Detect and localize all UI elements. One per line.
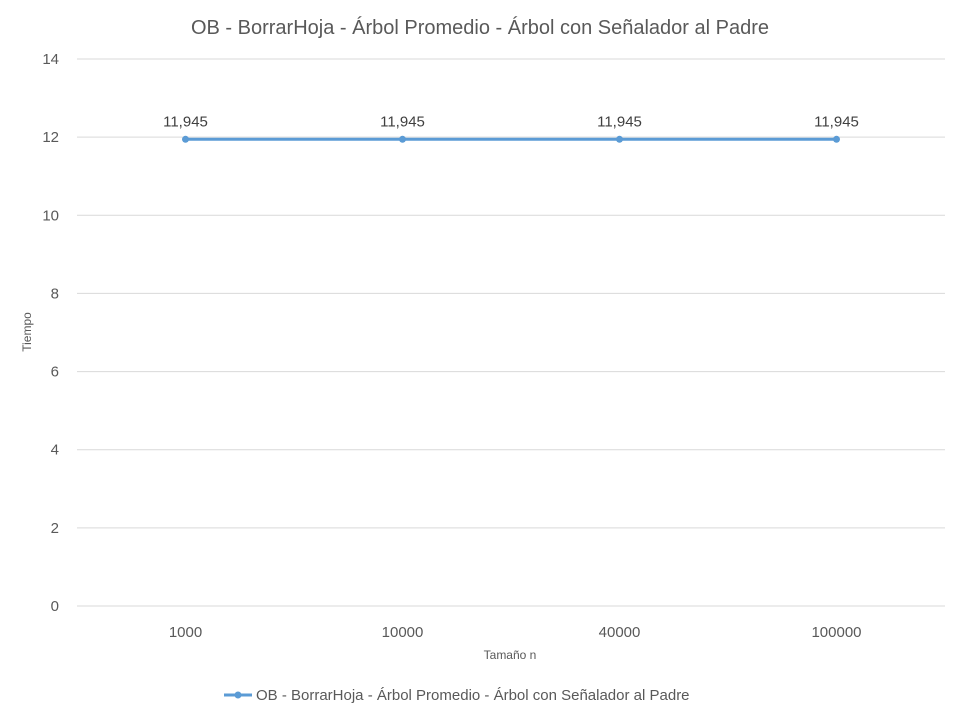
gridlines (77, 58, 945, 607)
series-layer (182, 135, 840, 143)
legend: OB - BorrarHoja - Árbol Promedio - Árbol… (224, 687, 690, 704)
data-label: 11,945 (380, 113, 425, 130)
data-point (399, 135, 406, 143)
data-labels: 11,945 11,945 11,945 11,945 (163, 113, 859, 130)
y-tick-label: 10 (42, 207, 59, 224)
x-axis-ticks: 1000 10000 40000 100000 (169, 624, 862, 641)
x-tick-label: 10000 (382, 624, 424, 641)
data-label: 11,945 (597, 113, 642, 130)
y-tick-label: 14 (42, 51, 59, 68)
data-point (182, 135, 189, 143)
y-tick-label: 0 (51, 598, 59, 615)
y-tick-label: 8 (51, 285, 59, 302)
x-tick-label: 40000 (599, 624, 641, 641)
legend-label: OB - BorrarHoja - Árbol Promedio - Árbol… (256, 687, 690, 704)
y-tick-label: 4 (51, 442, 59, 459)
legend-point-marker (234, 691, 242, 699)
data-point (833, 135, 840, 143)
y-tick-label: 12 (42, 129, 59, 146)
x-axis-label: Tamaño n (484, 648, 537, 662)
x-tick-label: 100000 (811, 624, 861, 641)
data-label: 11,945 (814, 113, 859, 130)
data-point (616, 135, 623, 143)
y-tick-label: 6 (51, 364, 59, 381)
chart-title: OB - BorrarHoja - Árbol Promedio - Árbol… (191, 16, 769, 39)
data-label: 11,945 (163, 113, 208, 130)
y-axis-ticks: 0 2 4 6 8 10 12 14 (42, 51, 59, 615)
y-tick-label: 2 (51, 520, 59, 537)
y-axis-label: Tiempo (20, 312, 34, 352)
x-tick-label: 1000 (169, 624, 202, 641)
